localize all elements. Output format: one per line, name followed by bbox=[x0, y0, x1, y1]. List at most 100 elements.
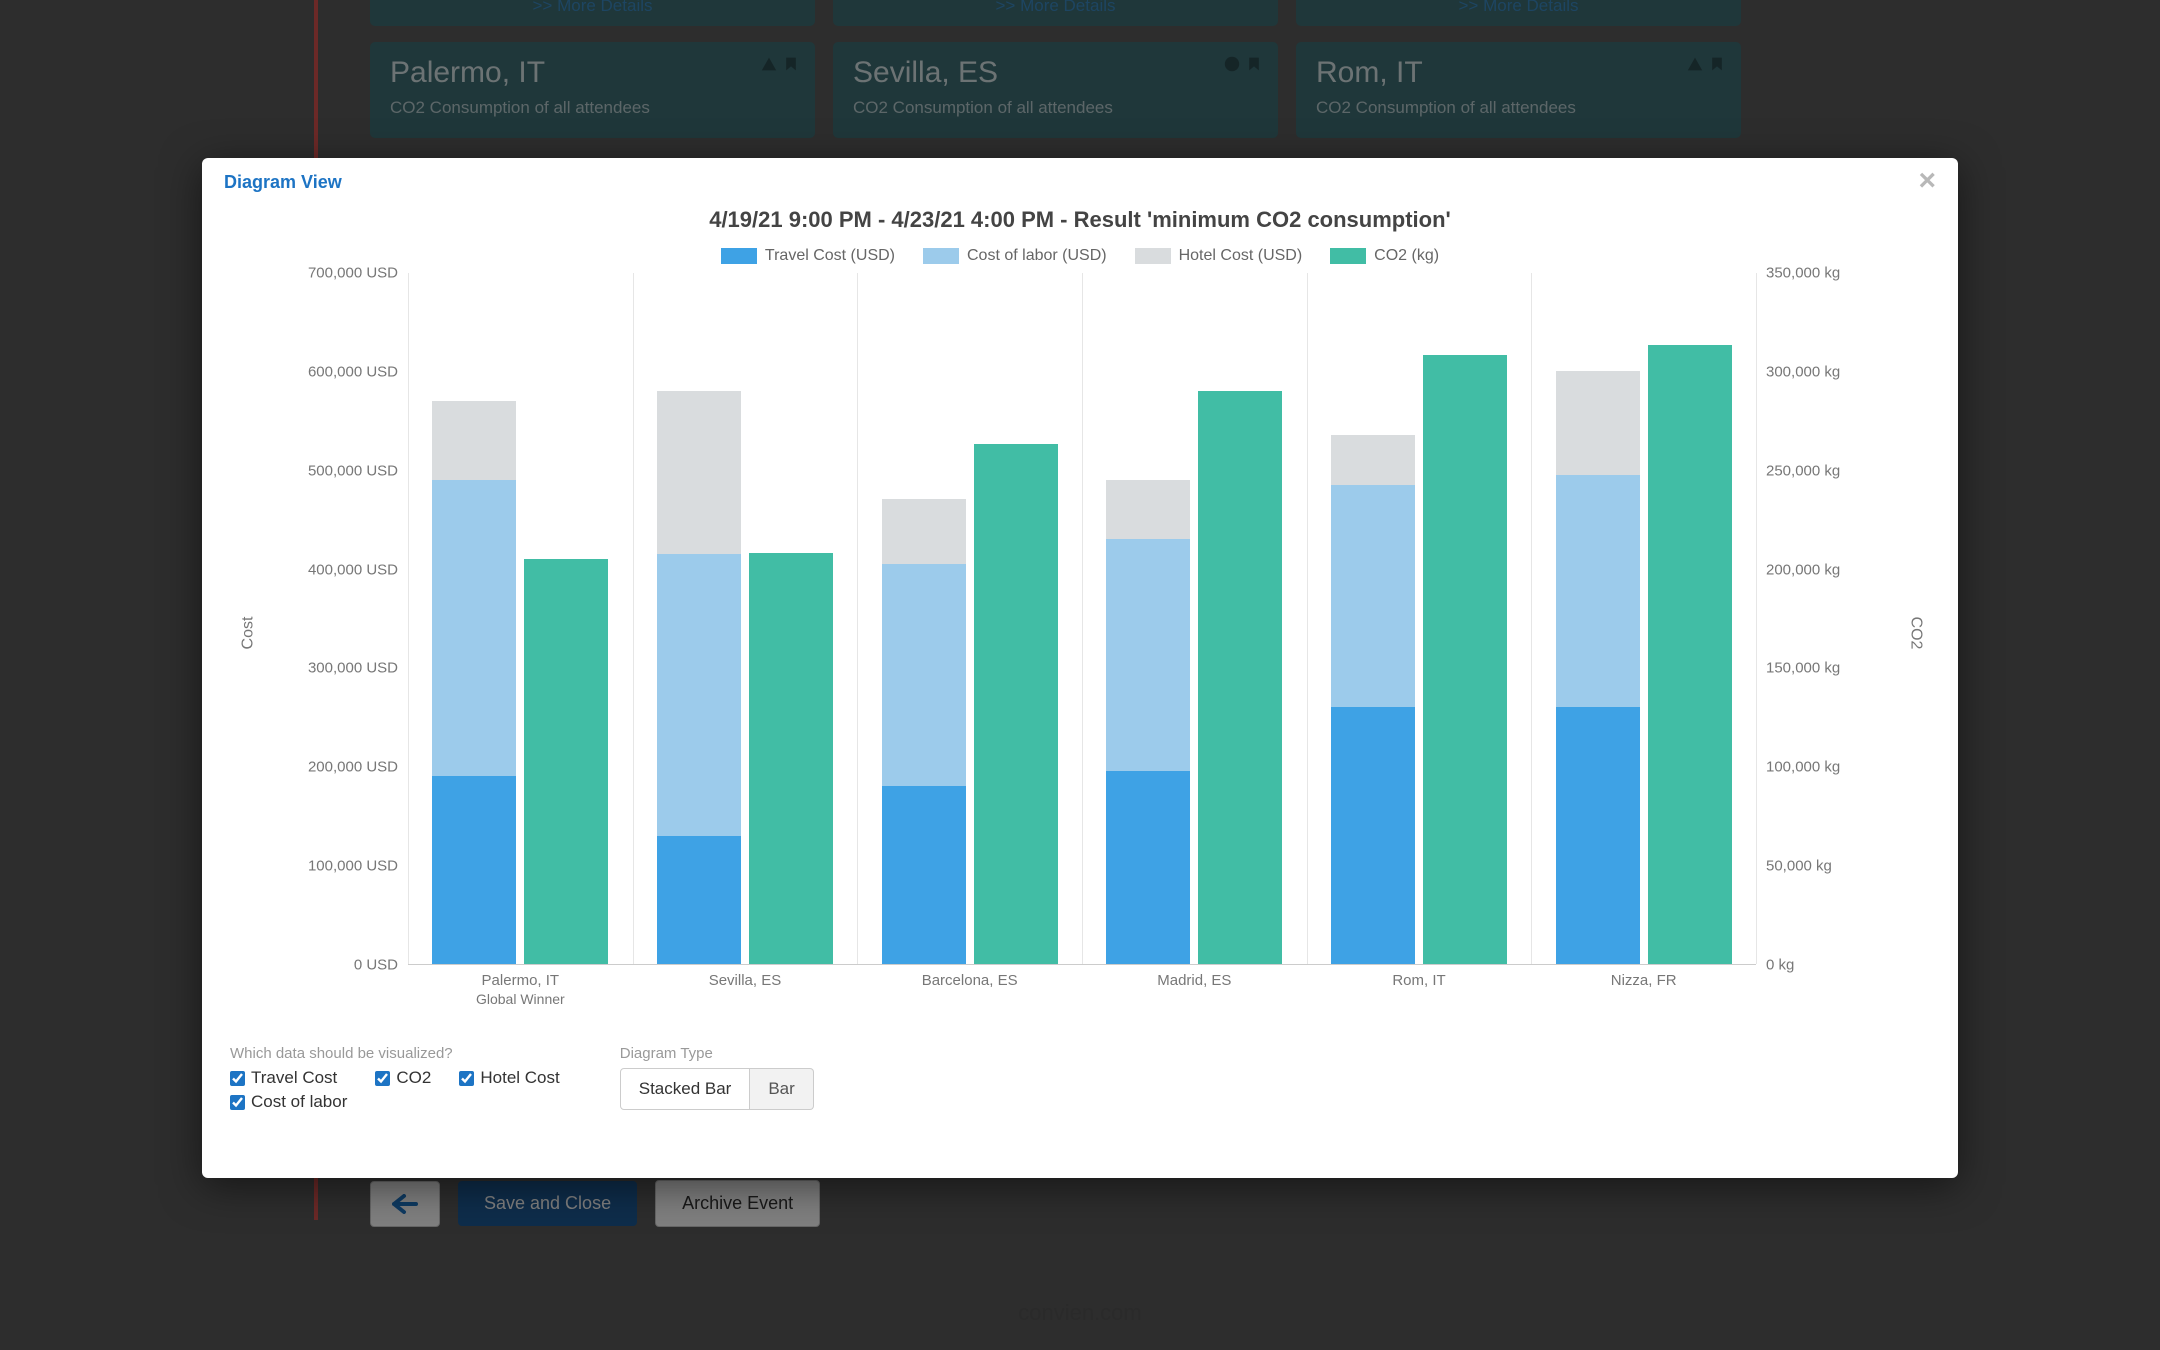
bar-group: Nizza, FR bbox=[1531, 273, 1756, 964]
visualize-checkbox[interactable]: Hotel Cost bbox=[459, 1068, 559, 1088]
x-category-label: Rom, IT bbox=[1392, 972, 1445, 989]
bar-group: Madrid, ES bbox=[1082, 273, 1307, 964]
diagram-type-button[interactable]: Stacked Bar bbox=[620, 1068, 751, 1110]
checkbox-input[interactable] bbox=[459, 1071, 474, 1086]
stack-segment-travel bbox=[657, 836, 741, 965]
stack-segment-travel bbox=[882, 786, 966, 964]
co2-bar[interactable] bbox=[974, 444, 1058, 964]
modal-header-title: Diagram View bbox=[224, 172, 342, 193]
y-tick-right: 350,000 kg bbox=[1766, 265, 1896, 282]
checkbox-label: Cost of labor bbox=[251, 1092, 347, 1112]
y-tick-right: 50,000 kg bbox=[1766, 858, 1896, 875]
stack-segment-hotel bbox=[432, 401, 516, 480]
legend-item[interactable]: Hotel Cost (USD) bbox=[1135, 247, 1303, 265]
stack-segment-labor bbox=[1331, 485, 1415, 707]
legend-label: Travel Cost (USD) bbox=[765, 247, 895, 265]
cost-stack-bar[interactable] bbox=[1106, 480, 1190, 964]
x-category-label: Nizza, FR bbox=[1611, 972, 1677, 989]
stack-segment-hotel bbox=[1331, 435, 1415, 484]
legend-label: Cost of labor (USD) bbox=[967, 247, 1107, 265]
legend-item[interactable]: Cost of labor (USD) bbox=[923, 247, 1107, 265]
stack-segment-travel bbox=[432, 776, 516, 964]
legend-label: Hotel Cost (USD) bbox=[1179, 247, 1303, 265]
checkbox-label: CO2 bbox=[396, 1068, 431, 1088]
gridline bbox=[1756, 273, 1757, 964]
x-category-label: Madrid, ES bbox=[1157, 972, 1231, 989]
chart-title: 4/19/21 9:00 PM - 4/23/21 4:00 PM - Resu… bbox=[224, 207, 1936, 233]
x-category-label: Barcelona, ES bbox=[922, 972, 1018, 989]
stack-segment-hotel bbox=[657, 391, 741, 554]
bar-group: Sevilla, ES bbox=[633, 273, 858, 964]
cost-stack-bar[interactable] bbox=[1331, 435, 1415, 964]
y-tick-left: 200,000 USD bbox=[268, 759, 398, 776]
y-tick-right: 0 kg bbox=[1766, 957, 1896, 974]
visualize-checkbox[interactable]: CO2 bbox=[375, 1068, 431, 1088]
bar-group: Rom, IT bbox=[1307, 273, 1532, 964]
y-ticks-right: 0 kg50,000 kg100,000 kg150,000 kg200,000… bbox=[1766, 273, 1896, 965]
visualize-checkbox[interactable]: Travel Cost bbox=[230, 1068, 347, 1088]
checkbox-input[interactable] bbox=[230, 1071, 245, 1086]
diagram-type-button[interactable]: Bar bbox=[750, 1068, 813, 1110]
y-tick-left: 100,000 USD bbox=[268, 858, 398, 875]
co2-bar[interactable] bbox=[1198, 391, 1282, 964]
y-axis-label-right: CO2 bbox=[1907, 617, 1925, 650]
y-tick-right: 150,000 kg bbox=[1766, 660, 1896, 677]
co2-bar[interactable] bbox=[524, 559, 608, 964]
close-icon[interactable]: × bbox=[1918, 172, 1936, 190]
y-tick-left: 300,000 USD bbox=[268, 660, 398, 677]
cost-stack-bar[interactable] bbox=[657, 391, 741, 964]
legend-item[interactable]: Travel Cost (USD) bbox=[721, 247, 895, 265]
diagram-type-toggle: Stacked BarBar bbox=[620, 1068, 814, 1110]
y-tick-right: 300,000 kg bbox=[1766, 363, 1896, 380]
legend-swatch bbox=[1135, 248, 1171, 264]
legend-item[interactable]: CO2 (kg) bbox=[1330, 247, 1439, 265]
stack-segment-labor bbox=[657, 554, 741, 836]
legend-swatch bbox=[923, 248, 959, 264]
co2-bar[interactable] bbox=[1423, 355, 1507, 964]
cost-stack-bar[interactable] bbox=[432, 401, 516, 964]
co2-bar[interactable] bbox=[1648, 345, 1732, 964]
y-tick-left: 400,000 USD bbox=[268, 561, 398, 578]
y-tick-left: 0 USD bbox=[268, 957, 398, 974]
cost-stack-bar[interactable] bbox=[882, 499, 966, 964]
y-tick-left: 600,000 USD bbox=[268, 363, 398, 380]
y-axis-label-left: Cost bbox=[239, 617, 257, 650]
cost-stack-bar[interactable] bbox=[1556, 371, 1640, 964]
y-tick-left: 500,000 USD bbox=[268, 462, 398, 479]
chart-controls: Which data should be visualized? Travel … bbox=[224, 1045, 1936, 1112]
co2-bar[interactable] bbox=[749, 553, 833, 964]
legend-swatch bbox=[721, 248, 757, 264]
y-tick-right: 200,000 kg bbox=[1766, 561, 1896, 578]
x-category-label: Palermo, ITGlobal Winner bbox=[476, 972, 565, 1007]
visualize-label: Which data should be visualized? bbox=[230, 1045, 560, 1062]
stack-segment-labor bbox=[882, 564, 966, 786]
legend: Travel Cost (USD) Cost of labor (USD) Hote… bbox=[224, 247, 1936, 265]
stack-segment-travel bbox=[1331, 707, 1415, 964]
stack-segment-travel bbox=[1556, 707, 1640, 964]
visualize-checkbox[interactable]: Cost of labor bbox=[230, 1092, 347, 1112]
plot-area: Palermo, ITGlobal WinnerSevilla, ESBarce… bbox=[408, 273, 1756, 965]
y-tick-right: 250,000 kg bbox=[1766, 462, 1896, 479]
x-category-label: Sevilla, ES bbox=[709, 972, 782, 989]
y-ticks-left: 0 USD100,000 USD200,000 USD300,000 USD40… bbox=[268, 273, 398, 965]
bar-group: Palermo, ITGlobal Winner bbox=[408, 273, 633, 964]
diagram-modal: Diagram View × 4/19/21 9:00 PM - 4/23/21… bbox=[202, 158, 1958, 1178]
legend-swatch bbox=[1330, 248, 1366, 264]
stack-segment-hotel bbox=[1556, 371, 1640, 475]
y-tick-right: 100,000 kg bbox=[1766, 759, 1896, 776]
stack-segment-travel bbox=[1106, 771, 1190, 964]
y-tick-left: 700,000 USD bbox=[268, 265, 398, 282]
diagram-type-label: Diagram Type bbox=[620, 1045, 814, 1062]
bar-group: Barcelona, ES bbox=[857, 273, 1082, 964]
stack-segment-labor bbox=[432, 480, 516, 777]
checkbox-label: Hotel Cost bbox=[480, 1068, 559, 1088]
checkbox-input[interactable] bbox=[375, 1071, 390, 1086]
chart: Cost CO2 0 USD 100,000 USD 200,000 USD 300,… bbox=[234, 273, 1926, 993]
stack-segment-hotel bbox=[882, 499, 966, 563]
legend-label: CO2 (kg) bbox=[1374, 247, 1439, 265]
checkbox-input[interactable] bbox=[230, 1095, 245, 1110]
stack-segment-labor bbox=[1556, 475, 1640, 707]
checkbox-label: Travel Cost bbox=[251, 1068, 337, 1088]
stack-segment-hotel bbox=[1106, 480, 1190, 539]
stack-segment-labor bbox=[1106, 539, 1190, 771]
